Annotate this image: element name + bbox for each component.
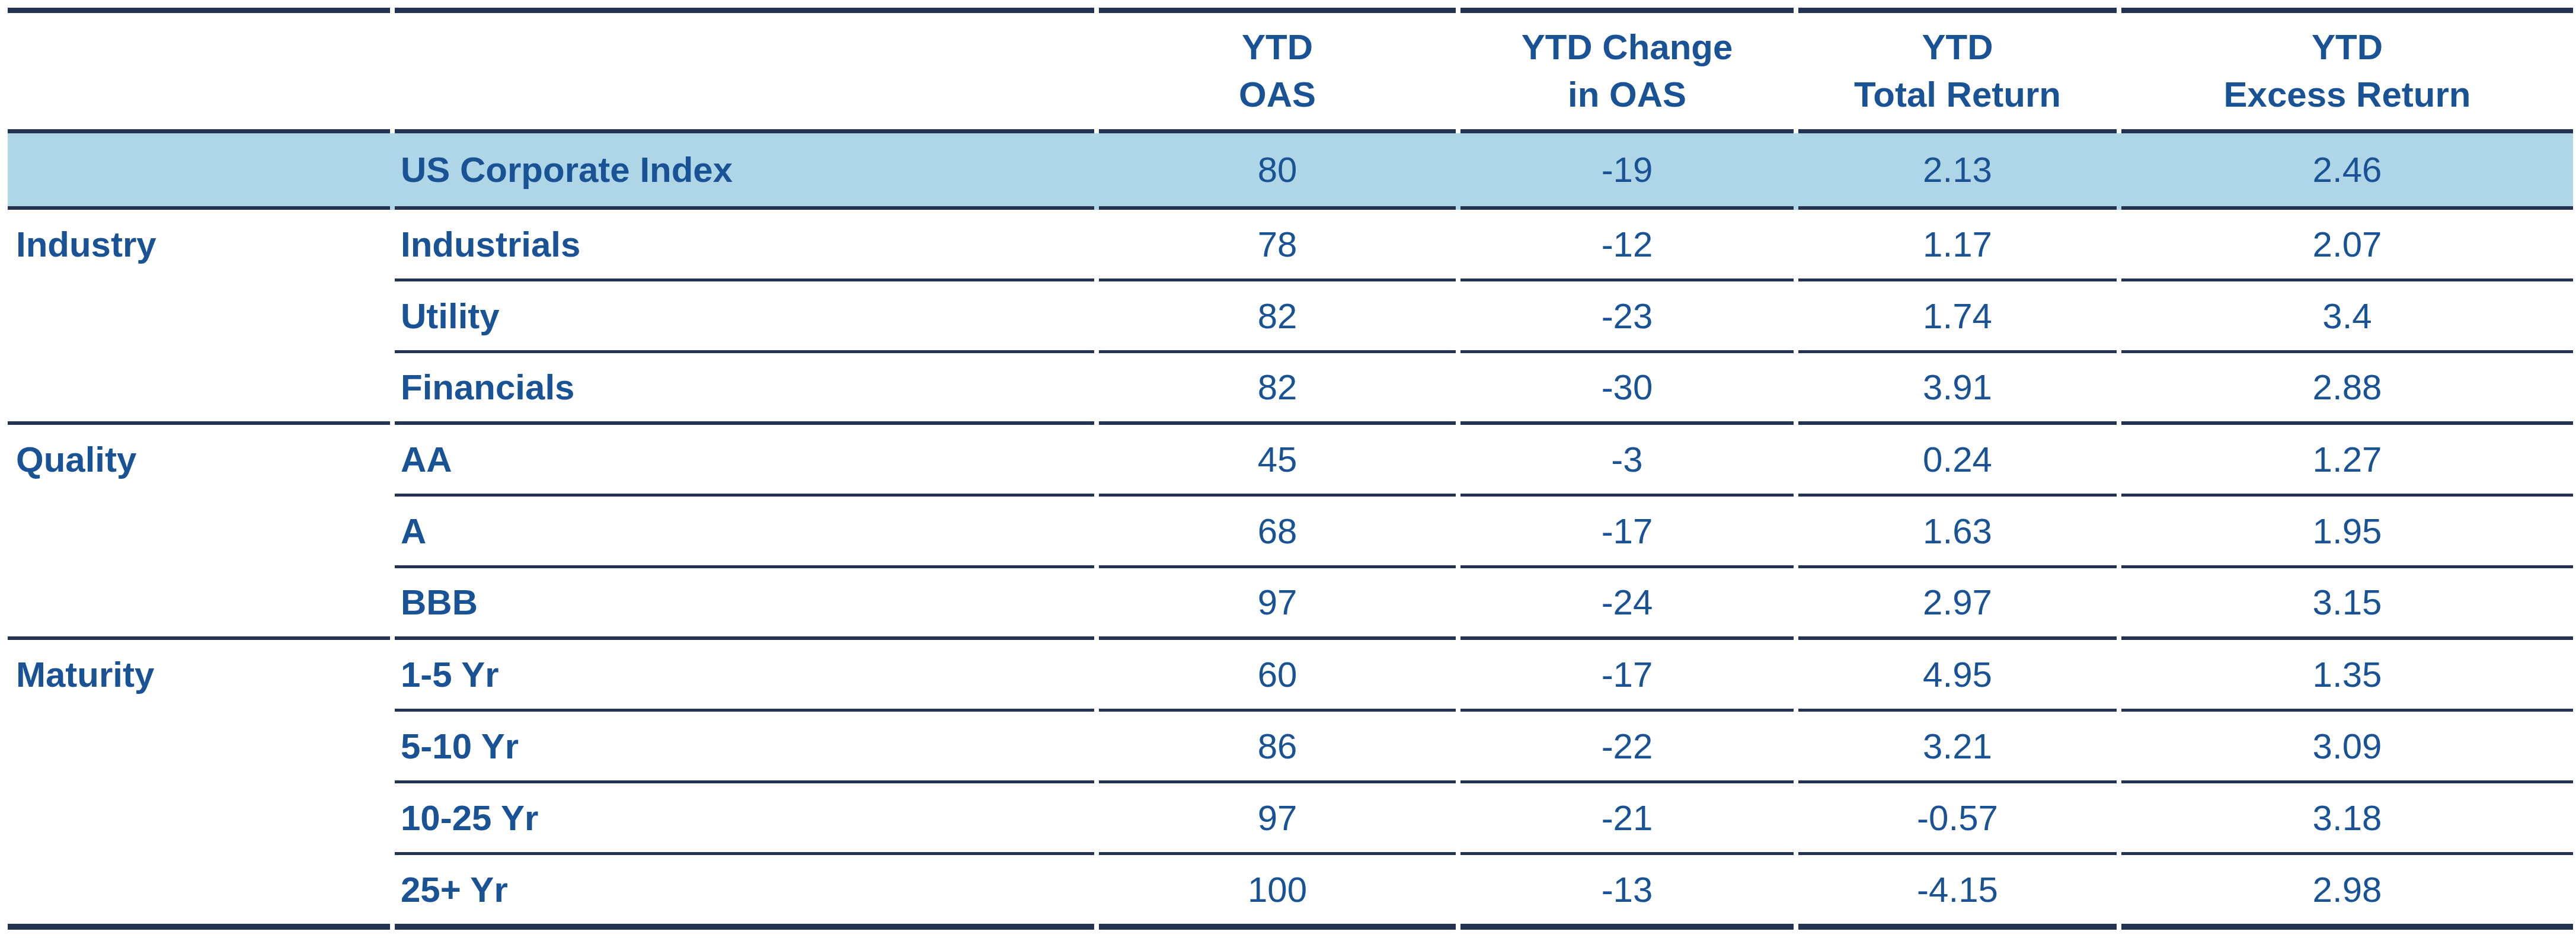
header-total-return-line2: Total Return bbox=[1854, 71, 2061, 119]
table-row-a: A 68 -17 1.63 1.95 bbox=[8, 497, 2573, 568]
group-cell bbox=[8, 783, 390, 855]
excess-return-cell: 3.15 bbox=[2121, 568, 2573, 640]
header-excess-return-line1: YTD bbox=[2312, 24, 2383, 71]
ytd-change-cell: -21 bbox=[1460, 783, 1794, 855]
ytd-oas-cell: 80 bbox=[1099, 133, 1456, 210]
name-cell: AA bbox=[395, 425, 1094, 497]
group-cell bbox=[8, 133, 390, 210]
table-row-industrials: Industry Industrials 78 -12 1.17 2.07 bbox=[8, 210, 2573, 281]
excess-return-cell: 2.98 bbox=[2121, 855, 2573, 930]
name-cell: 1-5 Yr bbox=[395, 640, 1094, 712]
total-return-cell: 1.74 bbox=[1798, 281, 2117, 353]
table-row-5-10-yr: 5-10 Yr 86 -22 3.21 3.09 bbox=[8, 712, 2573, 783]
ytd-oas-cell: 97 bbox=[1099, 783, 1456, 855]
group-cell bbox=[8, 568, 390, 640]
excess-return-cell: 3.4 bbox=[2121, 281, 2573, 353]
group-cell bbox=[8, 497, 390, 568]
group-cell: Maturity bbox=[8, 640, 390, 712]
header-excess-return-line2: Excess Return bbox=[2224, 71, 2471, 119]
group-cell: Quality bbox=[8, 425, 390, 497]
excess-return-cell: 2.46 bbox=[2121, 133, 2573, 210]
table-row-25-plus-yr: 25+ Yr 100 -13 -4.15 2.98 bbox=[8, 855, 2573, 930]
total-return-cell: 4.95 bbox=[1798, 640, 2117, 712]
name-cell: BBB bbox=[395, 568, 1094, 640]
name-cell: Financials bbox=[395, 353, 1094, 425]
header-cell-name-blank bbox=[395, 8, 1094, 133]
table-row-aa: Quality AA 45 -3 0.24 1.27 bbox=[8, 425, 2573, 497]
ytd-oas-cell: 97 bbox=[1099, 568, 1456, 640]
table-row-10-25-yr: 10-25 Yr 97 -21 -0.57 3.18 bbox=[8, 783, 2573, 855]
name-cell: A bbox=[395, 497, 1094, 568]
group-cell bbox=[8, 281, 390, 353]
ytd-change-cell: -12 bbox=[1460, 210, 1794, 281]
excess-return-cell: 1.35 bbox=[2121, 640, 2573, 712]
excess-return-cell: 1.95 bbox=[2121, 497, 2573, 568]
total-return-cell: 2.97 bbox=[1798, 568, 2117, 640]
name-cell: US Corporate Index bbox=[395, 133, 1094, 210]
ytd-change-cell: -30 bbox=[1460, 353, 1794, 425]
ytd-change-cell: -13 bbox=[1460, 855, 1794, 930]
header-cell-ytd-oas: YTD OAS bbox=[1099, 8, 1456, 133]
header-ytd-oas-line1: YTD bbox=[1242, 24, 1313, 71]
ytd-change-cell: -3 bbox=[1460, 425, 1794, 497]
table-row-1-5-yr: Maturity 1-5 Yr 60 -17 4.95 1.35 bbox=[8, 640, 2573, 712]
header-cell-ytd-total-return: YTD Total Return bbox=[1798, 8, 2117, 133]
excess-return-cell: 1.27 bbox=[2121, 425, 2573, 497]
name-cell: 25+ Yr bbox=[395, 855, 1094, 930]
ytd-oas-cell: 82 bbox=[1099, 281, 1456, 353]
group-cell bbox=[8, 353, 390, 425]
header-ytd-change-line1: YTD Change bbox=[1522, 24, 1733, 71]
credit-index-table: YTD OAS YTD Change in OAS YTD Total Retu… bbox=[8, 8, 2573, 930]
table-row-financials: Financials 82 -30 3.91 2.88 bbox=[8, 353, 2573, 425]
total-return-cell: 1.63 bbox=[1798, 497, 2117, 568]
total-return-cell: 1.17 bbox=[1798, 210, 2117, 281]
total-return-cell: 3.91 bbox=[1798, 353, 2117, 425]
name-cell: 5-10 Yr bbox=[395, 712, 1094, 783]
group-cell bbox=[8, 712, 390, 783]
ytd-oas-cell: 45 bbox=[1099, 425, 1456, 497]
ytd-change-cell: -17 bbox=[1460, 640, 1794, 712]
ytd-change-cell: -17 bbox=[1460, 497, 1794, 568]
table-row-utility: Utility 82 -23 1.74 3.4 bbox=[8, 281, 2573, 353]
ytd-change-cell: -23 bbox=[1460, 281, 1794, 353]
ytd-oas-cell: 86 bbox=[1099, 712, 1456, 783]
total-return-cell: 2.13 bbox=[1798, 133, 2117, 210]
ytd-change-cell: -22 bbox=[1460, 712, 1794, 783]
excess-return-cell: 2.88 bbox=[2121, 353, 2573, 425]
name-cell: 10-25 Yr bbox=[395, 783, 1094, 855]
excess-return-cell: 2.07 bbox=[2121, 210, 2573, 281]
table-header-row: YTD OAS YTD Change in OAS YTD Total Retu… bbox=[8, 8, 2573, 133]
ytd-oas-cell: 82 bbox=[1099, 353, 1456, 425]
name-cell: Utility bbox=[395, 281, 1094, 353]
ytd-oas-cell: 100 bbox=[1099, 855, 1456, 930]
table-row-us-corporate-index: US Corporate Index 80 -19 2.13 2.46 bbox=[8, 133, 2573, 210]
header-cell-ytd-change-in-oas: YTD Change in OAS bbox=[1460, 8, 1794, 133]
ytd-oas-cell: 60 bbox=[1099, 640, 1456, 712]
excess-return-cell: 3.18 bbox=[2121, 783, 2573, 855]
header-ytd-oas-line2: OAS bbox=[1239, 71, 1316, 119]
table-row-bbb: BBB 97 -24 2.97 3.15 bbox=[8, 568, 2573, 640]
total-return-cell: -0.57 bbox=[1798, 783, 2117, 855]
header-total-return-line1: YTD bbox=[1922, 24, 1993, 71]
total-return-cell: -4.15 bbox=[1798, 855, 2117, 930]
header-cell-group-blank bbox=[8, 8, 390, 133]
group-cell: Industry bbox=[8, 210, 390, 281]
ytd-oas-cell: 68 bbox=[1099, 497, 1456, 568]
header-cell-ytd-excess-return: YTD Excess Return bbox=[2121, 8, 2573, 133]
ytd-change-cell: -19 bbox=[1460, 133, 1794, 210]
ytd-oas-cell: 78 bbox=[1099, 210, 1456, 281]
header-ytd-change-line2: in OAS bbox=[1568, 71, 1686, 119]
ytd-change-cell: -24 bbox=[1460, 568, 1794, 640]
total-return-cell: 3.21 bbox=[1798, 712, 2117, 783]
name-cell: Industrials bbox=[395, 210, 1094, 281]
group-cell bbox=[8, 855, 390, 930]
excess-return-cell: 3.09 bbox=[2121, 712, 2573, 783]
total-return-cell: 0.24 bbox=[1798, 425, 2117, 497]
